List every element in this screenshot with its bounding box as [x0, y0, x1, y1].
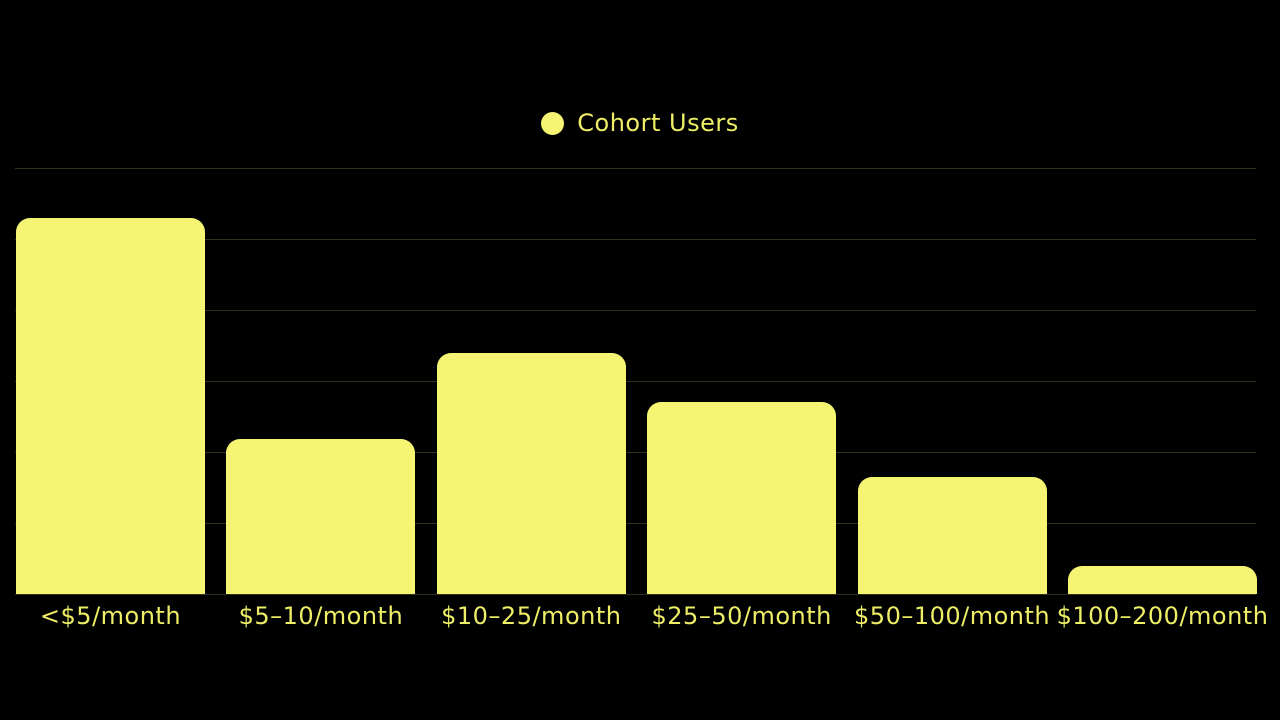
bar-6[interactable] — [1068, 565, 1257, 594]
x-axis-label: $5–10/month — [238, 602, 404, 630]
gridline — [15, 452, 1256, 453]
gridline — [15, 168, 1256, 169]
bar-4[interactable] — [647, 402, 837, 594]
x-axis-label: $25–50/month — [651, 602, 832, 630]
gridline — [15, 523, 1256, 524]
legend-swatch-icon — [541, 111, 565, 135]
x-axis-label: <$5/month — [39, 602, 182, 630]
gridline — [15, 381, 1256, 382]
bar-5[interactable] — [857, 476, 1047, 594]
gridline — [15, 310, 1256, 311]
gridline — [15, 239, 1256, 240]
bar-3[interactable] — [436, 352, 626, 594]
legend-item-cohort-users[interactable]: Cohort Users — [541, 109, 738, 138]
x-axis-label: $10–25/month — [441, 602, 622, 630]
legend-label: Cohort Users — [577, 109, 739, 137]
chart-legend: Cohort Users — [0, 109, 1280, 138]
gridline — [15, 594, 1256, 595]
x-axis-label: $50–100/month — [854, 602, 1051, 630]
bar-2[interactable] — [226, 439, 416, 594]
bar-1[interactable] — [16, 217, 205, 594]
x-axis-label: $100–200/month — [1056, 602, 1269, 630]
